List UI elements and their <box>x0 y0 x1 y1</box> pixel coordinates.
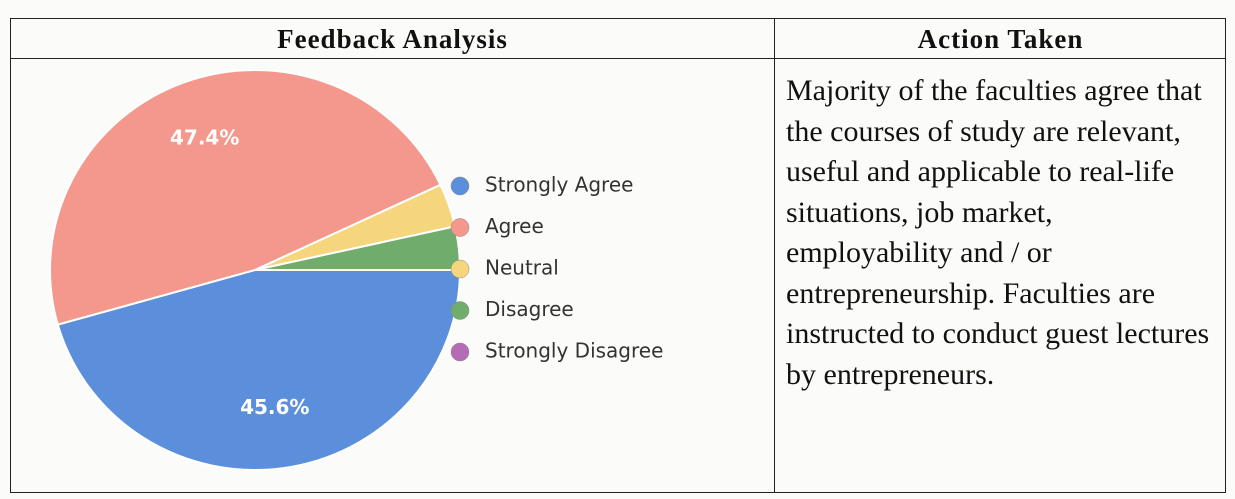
legend-label: Neutral <box>485 256 559 280</box>
pie-chart: 45.6% 47.4% Strongly Agree Agree Neutral Disa… <box>49 69 663 471</box>
legend-swatch <box>450 259 470 279</box>
header-cell: Action Taken <box>774 19 1226 59</box>
pie-slice <box>56 269 462 471</box>
legend-label: Disagree <box>485 297 574 321</box>
legend-label: Strongly Agree <box>485 173 633 197</box>
slice-label: 45.6% <box>240 395 309 419</box>
legend-swatch <box>450 342 470 362</box>
legend-label: Agree <box>485 214 544 238</box>
header-cell: Feedback Analysis <box>11 19 774 59</box>
column-divider <box>774 59 775 492</box>
legend-swatch <box>450 218 470 237</box>
pie-slice <box>49 69 442 326</box>
legend-swatch <box>450 176 470 196</box>
legend-label: Strongly Disagree <box>485 339 663 363</box>
legend-swatch <box>450 301 470 320</box>
action-text: Majority of the faculties agree that the… <box>786 74 1210 391</box>
table: Feedback Analysis Action Taken Majority … <box>10 18 1226 493</box>
slice-label: 47.4% <box>170 125 239 149</box>
